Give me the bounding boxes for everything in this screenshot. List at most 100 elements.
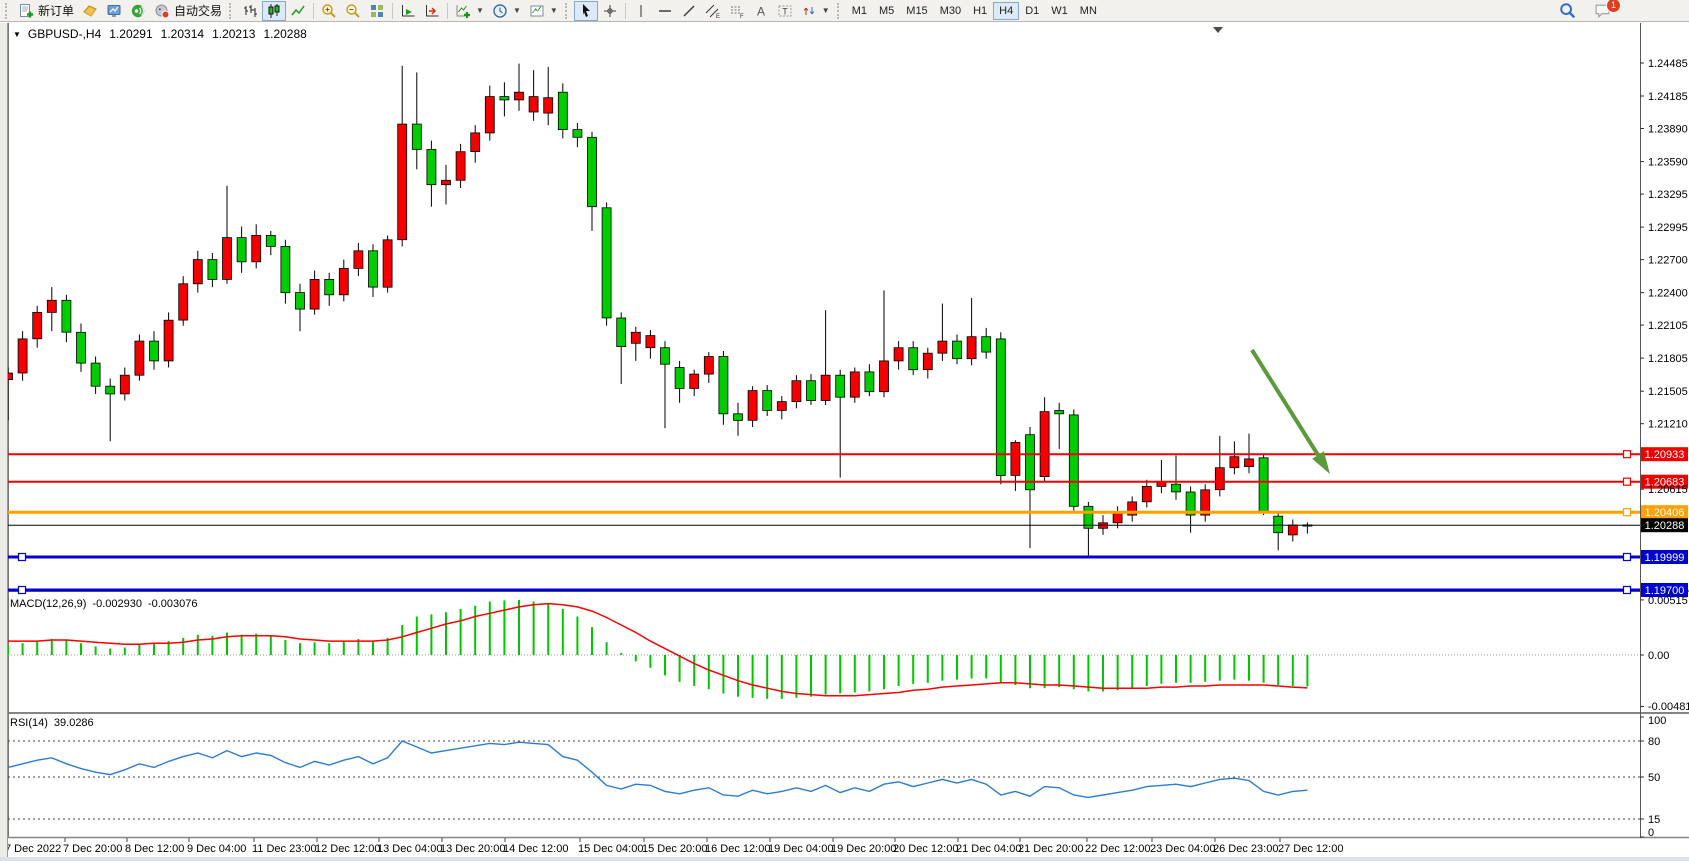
equidistant-channel-button[interactable]: E — [701, 1, 725, 21]
candle-body — [76, 331, 86, 364]
rsi-line — [7, 740, 1308, 799]
bar-chart-button[interactable] — [238, 1, 262, 21]
macd-value-signal: -0.003076 — [147, 598, 198, 610]
text-button[interactable]: A — [749, 1, 773, 21]
price-badge-label: 1.20406 — [1645, 507, 1685, 519]
candle-body — [543, 97, 554, 114]
chart-dropdown-arrow-icon[interactable]: ▼ — [13, 29, 21, 39]
price-tick-label: 1.21210 — [1648, 419, 1688, 431]
timeframe-button-H1[interactable]: H1 — [967, 2, 993, 20]
bar-chart-icon — [242, 3, 258, 19]
time-tick-label: 16 Dec 12:00 — [705, 843, 770, 855]
horizontal-line-icon — [657, 3, 673, 19]
chart-shift-button[interactable] — [420, 1, 444, 21]
candle-body — [718, 356, 729, 415]
timeframe-button-MN[interactable]: MN — [1074, 2, 1103, 20]
arrows-icon — [801, 3, 817, 19]
crosshair-button[interactable] — [598, 1, 622, 21]
candle-body — [1054, 410, 1065, 415]
timeframe-button-M30[interactable]: M30 — [934, 2, 967, 20]
hline-handle[interactable] — [1622, 552, 1632, 562]
candle-body — [703, 356, 714, 375]
chart-shift-icon — [424, 3, 440, 19]
timeframe-button-D1[interactable]: D1 — [1019, 2, 1045, 20]
timeframe-button-M15[interactable]: M15 — [900, 2, 933, 20]
toolbar-drag-handle[interactable] — [229, 2, 235, 19]
line-chart-button[interactable] — [286, 1, 310, 21]
svg-text:F: F — [740, 14, 744, 19]
charts-button[interactable] — [102, 1, 126, 21]
candle-body — [1229, 456, 1240, 469]
fibonacci-button[interactable]: F — [725, 1, 749, 21]
hline-handle[interactable] — [17, 585, 27, 595]
candle-body — [572, 129, 583, 138]
chart-shift-marker[interactable] — [1213, 27, 1223, 33]
price-tick-label: 1.24185 — [1648, 91, 1688, 103]
rsi-name: RSI(14) — [10, 717, 48, 729]
price-axis-area[interactable] — [1640, 23, 1689, 856]
price-tick-label: 1.22105 — [1648, 320, 1688, 332]
candle-body — [61, 299, 72, 333]
hline-handle[interactable] — [17, 552, 27, 562]
market-button[interactable] — [78, 1, 102, 21]
toolbar-drag-handle[interactable] — [5, 2, 11, 19]
hline-handle[interactable] — [1622, 450, 1632, 459]
horizontal-line-button[interactable] — [653, 1, 677, 21]
search-button[interactable] — [1555, 1, 1580, 21]
toolbar-drag-handle[interactable] — [836, 2, 843, 19]
hline-handle[interactable] — [1622, 477, 1632, 486]
new-order-button[interactable]: 新订单 — [14, 1, 78, 21]
candlestick-chart-button[interactable] — [262, 0, 287, 21]
candle-body — [397, 123, 408, 241]
toolbar-separator — [392, 2, 394, 19]
arrows-button[interactable]: ▼ — [797, 1, 834, 21]
rsi-value: 39.0286 — [53, 717, 94, 729]
time-axis-area[interactable] — [8, 838, 1640, 856]
toolbar-drag-handle[interactable] — [564, 2, 571, 19]
signals-button[interactable] — [126, 1, 150, 21]
tile-windows-button[interactable] — [365, 1, 389, 21]
chart-plot-area[interactable] — [8, 23, 1640, 856]
candle-body — [1185, 491, 1196, 516]
periods-button[interactable]: ▼ — [488, 1, 525, 21]
candle-body — [981, 336, 992, 353]
hline-handle[interactable] — [1622, 585, 1632, 595]
templates-button[interactable]: ▼ — [525, 1, 562, 21]
trendline-button[interactable] — [677, 1, 701, 21]
timeframe-button-M5[interactable]: M5 — [873, 2, 900, 20]
price-tick-label: 1.23890 — [1648, 124, 1688, 136]
price-badge — [1641, 518, 1688, 533]
dropdown-arrow-icon: ▼ — [476, 6, 484, 15]
time-tick-label: 9 Dec 04:00 — [187, 843, 246, 855]
auto-scroll-icon — [400, 3, 416, 19]
candle-body — [514, 91, 524, 101]
timeframe-button-W1[interactable]: W1 — [1045, 2, 1074, 20]
candle-body — [849, 371, 860, 398]
vertical-line-button[interactable] — [629, 1, 653, 21]
notification-badge: 1 — [1606, 0, 1621, 13]
zoom-in-icon — [321, 3, 337, 19]
indicators-button[interactable]: ▼ — [451, 1, 488, 21]
timeframe-button-H4[interactable]: H4 — [993, 1, 1020, 20]
zoom-in-button[interactable] — [317, 1, 341, 21]
candle-body — [46, 299, 57, 313]
signals-icon — [130, 3, 146, 19]
candle-body — [1200, 489, 1211, 516]
vertical-line-icon — [633, 3, 649, 19]
hline-handle[interactable] — [1622, 508, 1632, 517]
zoom-out-button[interactable] — [341, 1, 365, 21]
notifications-button[interactable]: 1 — [1590, 0, 1621, 21]
price-tick-label: 1.22700 — [1648, 255, 1688, 267]
chart-symbol-period: GBPUSD-,H4 — [27, 27, 102, 41]
auto-trading-icon — [154, 3, 170, 19]
text-label-button[interactable]: T — [773, 1, 797, 21]
trend-arrow-head[interactable] — [1312, 451, 1330, 474]
ohlc-close: 1.20288 — [263, 27, 307, 41]
cursor-button[interactable] — [573, 0, 598, 21]
trend-arrow[interactable] — [1250, 348, 1320, 457]
timeframe-button-M1[interactable]: M1 — [846, 2, 873, 20]
auto-scroll-button[interactable] — [396, 1, 420, 21]
auto-trading-button[interactable]: 自动交易 — [150, 1, 226, 21]
candle-body — [1039, 411, 1050, 478]
time-tick-label: 19 Dec 20:00 — [831, 843, 896, 855]
